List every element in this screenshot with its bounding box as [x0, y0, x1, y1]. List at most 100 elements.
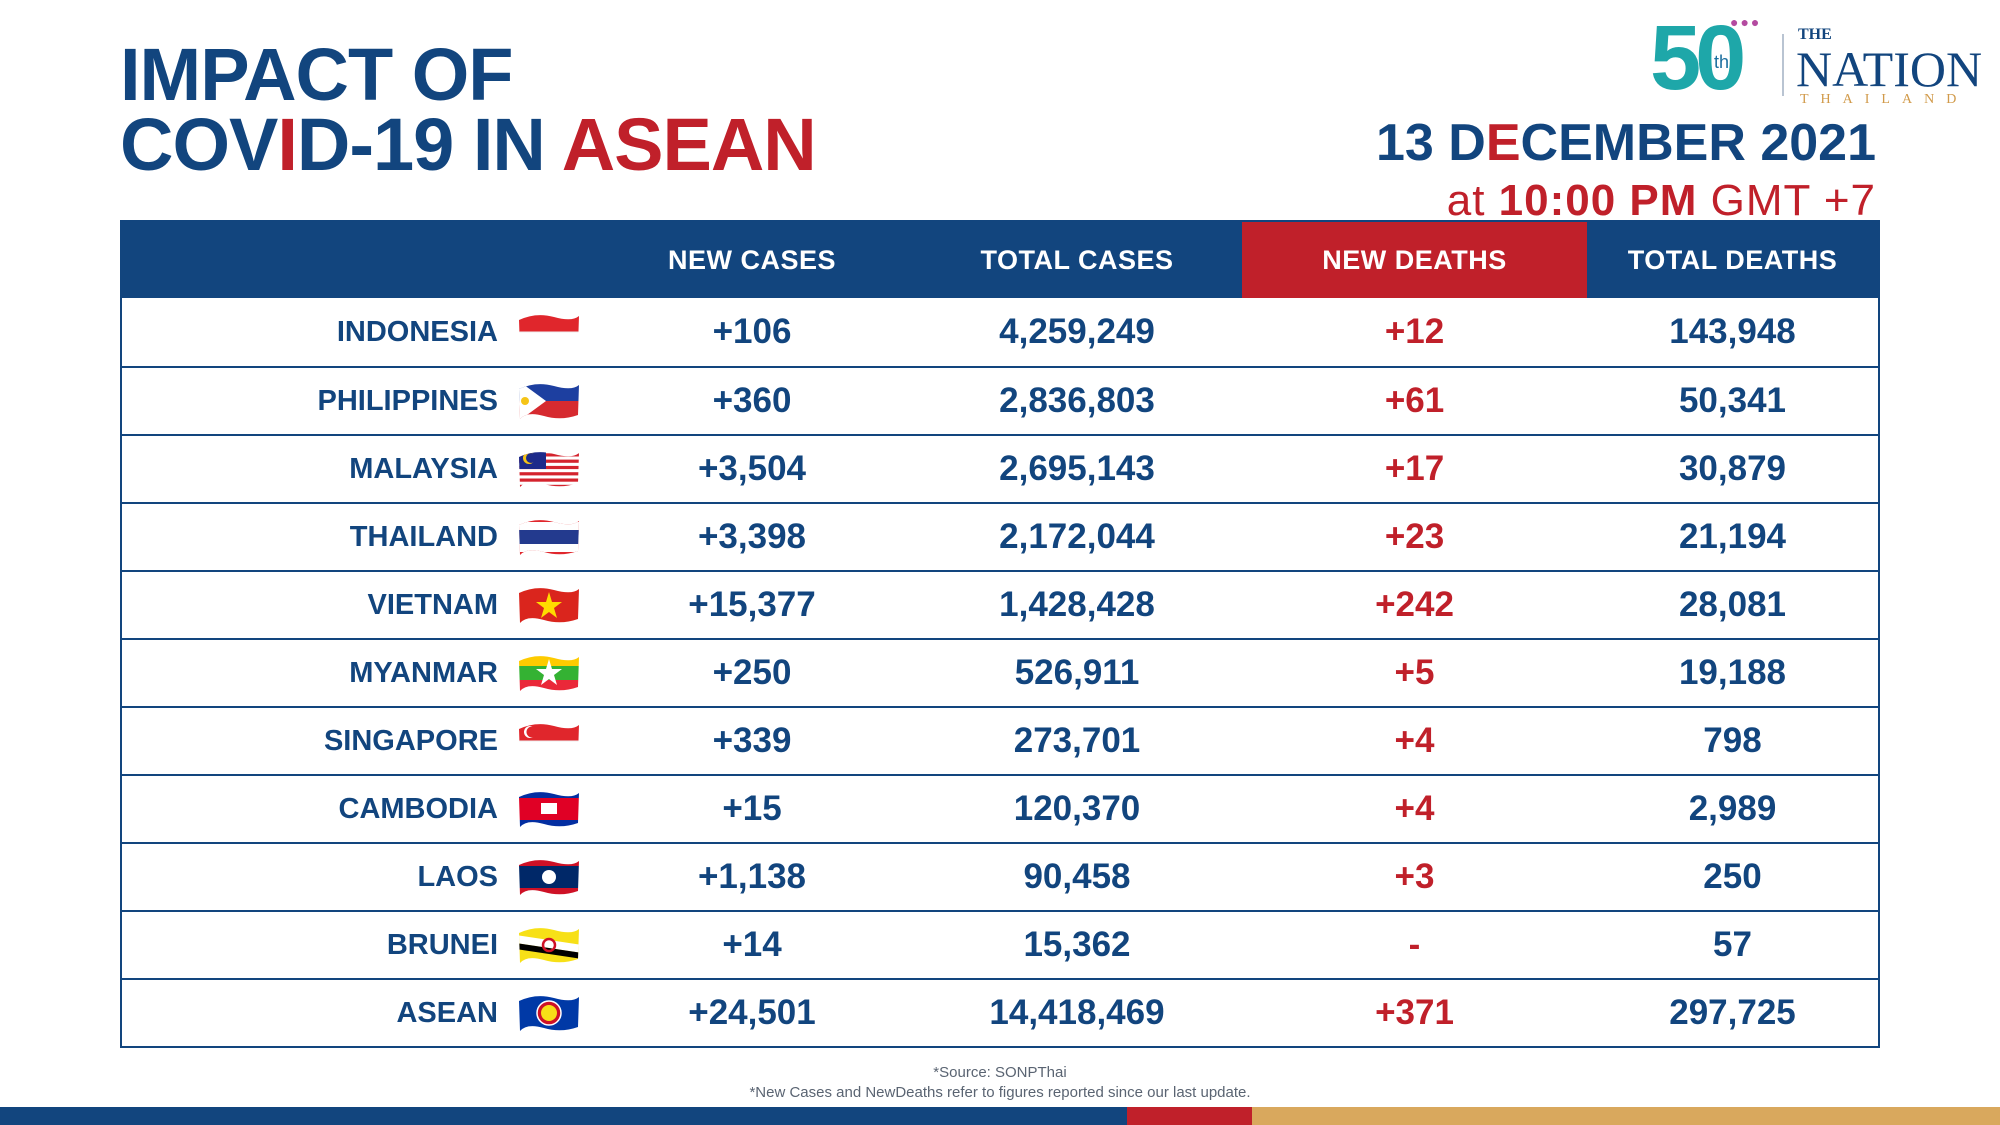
- new-deaths-cell: +61: [1384, 381, 1445, 420]
- total-deaths-cell: 798: [1703, 721, 1762, 760]
- new-cases-cell: +15: [722, 789, 782, 828]
- header-total-cases: TOTAL CASES: [980, 244, 1174, 275]
- new-cases-cell: +106: [712, 312, 792, 351]
- new-deaths-cell: +371: [1375, 993, 1454, 1032]
- header-total-deaths: TOTAL DEATHS: [1627, 244, 1838, 275]
- country-cell: BRUNEI: [122, 912, 592, 978]
- logo-dots-icon: ●●●: [1730, 14, 1762, 30]
- covid-table: NEW CASES TOTAL CASES NEW DEATHS TOTAL D…: [120, 220, 1880, 1048]
- new-deaths-cell: +4: [1394, 721, 1435, 760]
- asean-flag-icon: [516, 991, 582, 1035]
- country-name: SINGAPORE: [323, 724, 498, 757]
- new-deaths-cell: +12: [1384, 312, 1445, 351]
- table-row: PHILIPPINES +360 2,836,803 +61 50,341: [122, 366, 1878, 434]
- new-cases-cell: +339: [712, 721, 792, 760]
- brunei-flag-icon: [516, 923, 582, 967]
- table-row: MALAYSIA +3,504 2,695,143 +17 30,879: [122, 434, 1878, 502]
- total-cases-cell: 120,370: [1013, 789, 1141, 828]
- total-deaths-cell: 297,725: [1669, 993, 1796, 1032]
- new-cases-cell: +15,377: [688, 585, 816, 624]
- new-cases-cell: +3,504: [697, 449, 807, 488]
- total-cases-cell: 1,428,428: [999, 585, 1155, 624]
- report-date: 13 DECEMBER 2021: [1376, 114, 1876, 172]
- laos-flag-icon: [516, 855, 582, 899]
- header-new-cases: NEW CASES: [667, 244, 837, 275]
- singapore-flag-icon: [516, 719, 582, 763]
- table-header: NEW CASES TOTAL CASES NEW DEATHS TOTAL D…: [122, 222, 1878, 298]
- total-cases-cell: 526,911: [1014, 653, 1140, 692]
- total-deaths-cell: 50,341: [1678, 381, 1787, 420]
- country-name: LAOS: [417, 860, 498, 893]
- country-cell: VIETNAM: [122, 572, 592, 638]
- country-cell: LAOS: [122, 844, 592, 910]
- table-row: VIETNAM +15,377 1,428,428 +242 28,081: [122, 570, 1878, 638]
- myanmar-flag-icon: [516, 651, 582, 695]
- indonesia-flag-icon: [516, 310, 582, 354]
- table-row: LAOS +1,138 90,458 +3 250: [122, 842, 1878, 910]
- page-title: IMPACT OF COVID-19 IN ASEAN: [120, 33, 817, 186]
- logo-fifty: 50: [1650, 7, 1746, 109]
- total-cases-cell: 15,362: [1023, 925, 1131, 964]
- total-cases-cell: 4,259,249: [999, 312, 1155, 351]
- new-cases-cell: +14: [722, 925, 782, 964]
- logo-thailand: THAILAND: [1800, 92, 1969, 107]
- header-country: [122, 222, 592, 298]
- country-name: THAILAND: [349, 520, 498, 553]
- date-block: 13 DECEMBER 2021 at 10:00 PM GMT +7: [1376, 115, 1876, 225]
- country-cell: MALAYSIA: [122, 436, 592, 502]
- country-cell: MYANMAR: [122, 640, 592, 706]
- table-row: MYANMAR +250 526,911 +5 19,188: [122, 638, 1878, 706]
- title-line-1: IMPACT OF: [120, 33, 513, 116]
- new-deaths-cell: +242: [1375, 585, 1454, 624]
- header-new-deaths: NEW DEATHS: [1242, 222, 1587, 298]
- vietnam-flag-icon: [516, 583, 582, 627]
- title-line-2: COVID-19 IN ASEAN: [120, 103, 817, 186]
- footer-bar-blue: [0, 1107, 1127, 1125]
- country-name: PHILIPPINES: [317, 384, 499, 417]
- table-body: INDONESIA +106 4,259,249 +12 143,948 PHILIPPI…: [122, 298, 1878, 1046]
- table-row: ASEAN +24,501 14,418,469 +371 297,725: [122, 978, 1878, 1046]
- new-cases-cell: +250: [712, 653, 792, 692]
- total-cases-cell: 2,695,143: [999, 449, 1155, 488]
- country-cell: CAMBODIA: [122, 776, 592, 842]
- footer-bar-gold: [1252, 1107, 2000, 1125]
- table-row: BRUNEI +14 15,362 - 57: [122, 910, 1878, 978]
- new-deaths-cell: -: [1408, 925, 1421, 964]
- total-deaths-cell: 30,879: [1678, 449, 1787, 488]
- country-cell: INDONESIA: [122, 298, 592, 366]
- country-cell: SINGAPORE: [122, 708, 592, 774]
- new-deaths-cell: +17: [1384, 449, 1445, 488]
- country-name: BRUNEI: [386, 928, 498, 961]
- footer-bar-red: [1127, 1107, 1252, 1125]
- country-name: MYANMAR: [349, 656, 498, 689]
- footnote-line: *New Cases and NewDeaths refer to figure…: [749, 1084, 1251, 1101]
- total-deaths-cell: 250: [1703, 857, 1762, 896]
- source-line: *Source: SONPThai: [933, 1064, 1067, 1081]
- philippines-flag-icon: [516, 379, 582, 423]
- total-cases-cell: 14,418,469: [989, 993, 1165, 1032]
- country-cell: ASEAN: [122, 980, 592, 1046]
- logo-nation: NATION: [1796, 41, 1983, 97]
- country-name: CAMBODIA: [338, 792, 499, 825]
- cambodia-flag-icon: [516, 787, 582, 831]
- total-deaths-cell: 143,948: [1669, 312, 1796, 351]
- table-row: THAILAND +3,398 2,172,044 +23 21,194: [122, 502, 1878, 570]
- country-name: ASEAN: [396, 996, 498, 1029]
- total-deaths-cell: 19,188: [1678, 653, 1787, 692]
- new-deaths-cell: +5: [1394, 653, 1435, 692]
- logo-the: THE: [1798, 26, 1832, 43]
- report-time: at 10:00 PM GMT +7: [1446, 176, 1876, 225]
- logo-divider: [1782, 34, 1784, 96]
- country-cell: THAILAND: [122, 504, 592, 570]
- new-cases-cell: +24,501: [688, 993, 816, 1032]
- nation-thailand-logo: 50 th ●●● THE NATION THAILAND: [1650, 7, 1983, 109]
- total-deaths-cell: 21,194: [1678, 517, 1787, 556]
- new-cases-cell: +1,138: [697, 857, 807, 896]
- new-deaths-cell: +4: [1394, 789, 1435, 828]
- table-row: INDONESIA +106 4,259,249 +12 143,948: [122, 298, 1878, 366]
- total-cases-cell: 2,172,044: [999, 517, 1155, 556]
- malaysia-flag-icon: [516, 447, 582, 491]
- total-cases-cell: 90,458: [1023, 857, 1131, 896]
- total-deaths-cell: 57: [1713, 925, 1752, 964]
- new-deaths-cell: +3: [1394, 857, 1435, 896]
